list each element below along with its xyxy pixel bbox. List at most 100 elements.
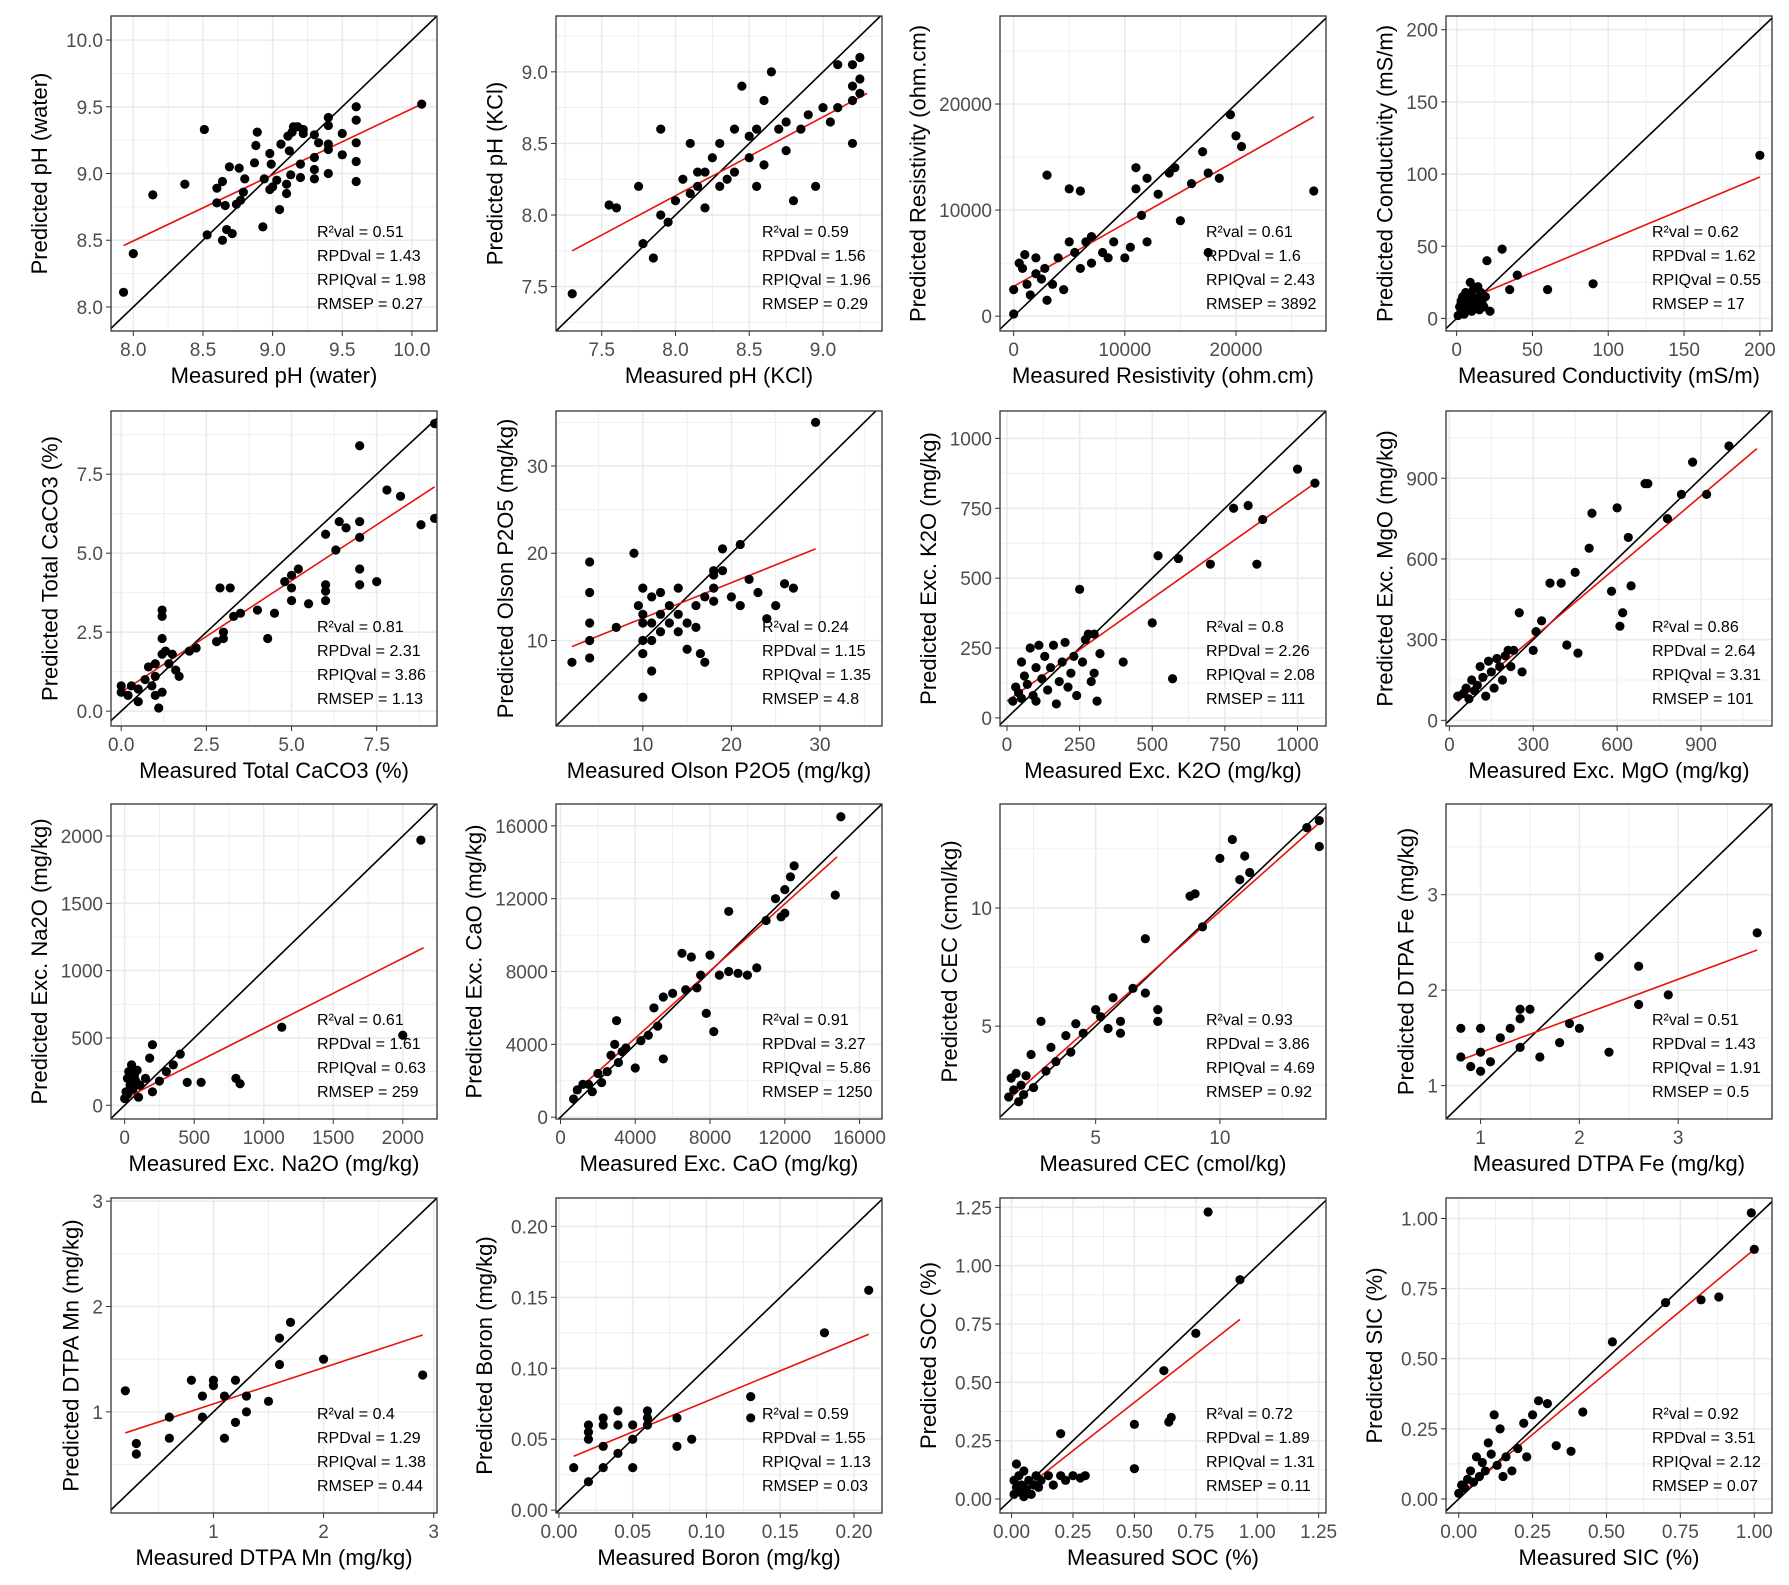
x-tick-label: 12000 [758, 1128, 811, 1149]
data-point [1478, 672, 1488, 682]
data-point [628, 1462, 638, 1473]
data-point [1533, 1396, 1544, 1406]
data-point [128, 248, 138, 259]
y-tick-label: 8.5 [77, 231, 103, 252]
data-point [1129, 1419, 1139, 1429]
x-axis-title: Measured Exc. K2O (mg/kg) [1024, 758, 1302, 783]
data-point [167, 649, 177, 659]
data-point [1485, 306, 1495, 316]
data-point [418, 1370, 428, 1380]
scatter-panel: 0 300 600 900 0 300 600 900 R²val = 0.86 RPDval =… [1373, 410, 1773, 783]
data-point [1225, 110, 1236, 120]
data-point [715, 138, 725, 149]
data-point [1615, 621, 1625, 631]
stat-label: RMSEP = 3892 [1206, 296, 1317, 313]
data-point [240, 174, 250, 184]
data-point [1019, 1090, 1029, 1100]
stat-label: RMSEP = 0.27 [317, 296, 423, 313]
data-point [602, 1067, 612, 1077]
y-tick-label: 8.0 [522, 206, 548, 227]
stat-label: RPDval = 1.61 [317, 1036, 421, 1053]
data-point [598, 1420, 608, 1430]
y-tick-label: 100 [1406, 165, 1438, 186]
data-point [700, 592, 710, 602]
stat-label: RPDval = 3.51 [1652, 1430, 1756, 1447]
plot-marks [1446, 17, 1772, 330]
data-point [1513, 1443, 1523, 1454]
data-point [266, 159, 276, 169]
data-point [219, 1433, 230, 1443]
data-point [321, 586, 331, 596]
x-axis-title: Measured Boron (mg/kg) [597, 1545, 840, 1570]
data-point [1746, 1208, 1756, 1218]
data-point [1064, 184, 1074, 194]
data-point [1460, 1483, 1470, 1493]
stat-label: RPIQval = 5.86 [762, 1060, 871, 1077]
plot-marks [557, 804, 882, 1119]
data-point [855, 88, 865, 98]
y-tick-label: 2000 [61, 827, 103, 848]
data-point [847, 138, 858, 149]
data-point [1142, 237, 1152, 247]
data-point [1173, 553, 1183, 564]
x-tick-label: 3 [1673, 1128, 1684, 1149]
data-point [145, 1053, 155, 1063]
data-point [722, 174, 732, 184]
data-point [1140, 934, 1150, 944]
plot-border [555, 803, 883, 1120]
data-point [1519, 1418, 1529, 1428]
plot-marks [1446, 1200, 1772, 1513]
data-point [1236, 141, 1247, 152]
data-point [597, 1077, 607, 1088]
data-point [1118, 657, 1128, 667]
x-tick-label: 1.00 [1736, 1522, 1773, 1543]
data-point [729, 167, 740, 177]
y-axis-title: Predicted Exc. CaO (mg/kg) [462, 825, 487, 1099]
data-point [1042, 170, 1052, 180]
plot-marks [111, 1198, 437, 1511]
data-point [1755, 150, 1765, 160]
data-point [819, 1328, 830, 1338]
data-point [135, 1080, 145, 1090]
y-tick-label: 0 [981, 709, 992, 730]
data-point [1131, 184, 1141, 194]
data-point [1040, 263, 1050, 274]
data-point [1556, 578, 1566, 588]
x-axis-title: Measured SIC (%) [1519, 1545, 1700, 1570]
data-point [781, 117, 791, 127]
y-axis-title: Predicted Exc. K2O (mg/kg) [916, 432, 941, 705]
data-point [1060, 637, 1070, 648]
data-point [218, 633, 229, 644]
data-point [1075, 584, 1085, 594]
data-point [225, 583, 235, 593]
data-point [1069, 651, 1079, 662]
data-point [1140, 988, 1150, 998]
plot-border [555, 15, 883, 332]
plot-marks [556, 411, 877, 726]
data-point [638, 618, 648, 628]
data-point [1214, 173, 1224, 183]
x-tick-label: 2000 [382, 1128, 424, 1149]
data-point [785, 872, 796, 882]
data-point [1314, 841, 1324, 852]
scatter-panel: 1 2 3 1 2 3 R²val = 0.4 RPDval = 1.29 RPIQval = … [59, 1192, 439, 1570]
data-point [1472, 680, 1482, 690]
data-point [1606, 586, 1617, 596]
data-point [1089, 629, 1099, 639]
x-axis-title: Measured DTPA Fe (mg/kg) [1473, 1151, 1745, 1176]
data-point [737, 81, 747, 91]
stat-label: RPIQval = 1.13 [762, 1454, 871, 1471]
y-tick-label: 300 [1406, 631, 1438, 652]
data-point [1205, 559, 1215, 569]
data-point [1495, 1033, 1505, 1043]
stat-label: RPDval = 1.29 [317, 1430, 421, 1447]
y-tick-label: 2.5 [77, 623, 103, 644]
data-point [1537, 616, 1547, 626]
data-point [1026, 1049, 1036, 1060]
stat-label: R²val = 0.93 [1206, 1012, 1293, 1029]
data-point [230, 1375, 241, 1385]
y-tick-label: 9.0 [522, 63, 548, 84]
data-point [235, 1079, 245, 1089]
data-point [1465, 277, 1475, 287]
data-point [593, 1068, 603, 1079]
